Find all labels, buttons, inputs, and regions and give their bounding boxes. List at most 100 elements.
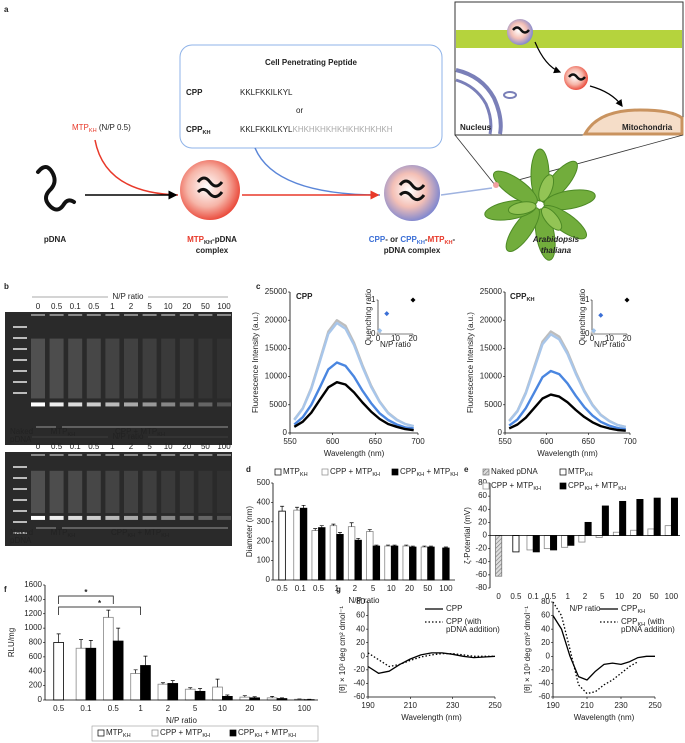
- x-tick-label: 1: [334, 584, 339, 593]
- y-tick-label: 200: [257, 536, 271, 545]
- x-axis-label: Wavelength (nm): [574, 713, 635, 722]
- line-series: [367, 652, 496, 674]
- error-bar: [270, 696, 275, 698]
- error-bar: [301, 504, 306, 509]
- y-tick-label: 20000: [265, 315, 288, 324]
- complex-dna: [196, 176, 224, 199]
- ladder-band: [13, 466, 27, 468]
- text-part: CPP: [621, 604, 637, 613]
- error-bar: [170, 680, 175, 684]
- inset-point: [384, 311, 390, 317]
- bar: [112, 640, 124, 701]
- significance-bracket: [58, 595, 114, 604]
- line-series: [293, 361, 414, 430]
- legend-label: MTPKH: [283, 467, 308, 478]
- y-tick-label: 400: [29, 666, 43, 675]
- x-tick-label: 250: [488, 701, 502, 710]
- label: CPP: [186, 88, 203, 97]
- text-part: CPP: [400, 235, 417, 244]
- x-axis-label: Wavelength (nm): [401, 713, 462, 722]
- panel-label: e: [464, 465, 469, 474]
- legend-swatch: [482, 482, 490, 490]
- y-tick-label: 1600: [24, 580, 42, 589]
- text-part: KH: [89, 128, 97, 134]
- label: N/P ratio: [113, 292, 145, 301]
- gel-band: [217, 402, 231, 407]
- error-bar: [443, 546, 448, 548]
- x-axis-label: N/P ratio: [570, 604, 602, 613]
- gel-well: [179, 454, 194, 456]
- x-tick-label: 230: [614, 701, 628, 710]
- y-tick-label: 100: [257, 556, 271, 565]
- text-part: KH: [618, 486, 626, 492]
- pdna-icon: [36, 165, 76, 212]
- ladder-band: [13, 337, 27, 339]
- inset-tick-label: 0: [585, 329, 590, 338]
- error-bar: [313, 528, 318, 531]
- text-part: KH: [67, 432, 75, 438]
- lane-label: 1: [110, 302, 115, 311]
- y-tick-label: 40: [356, 624, 365, 633]
- text-part: + MTP: [262, 728, 288, 737]
- nucleus-envelope: [455, 68, 503, 135]
- ladder-band: [13, 326, 27, 328]
- inset-point: [591, 328, 597, 334]
- bar: [354, 539, 362, 581]
- bar: [75, 647, 87, 701]
- blue-curve: [254, 147, 381, 196]
- x-tick-label: 100: [439, 584, 453, 593]
- gel-band: [217, 515, 231, 520]
- label: CPPKH: [186, 125, 211, 136]
- text-part: (with: [645, 617, 664, 626]
- bar: [561, 535, 569, 548]
- x-tick-label: 210: [404, 701, 418, 710]
- bar: [184, 688, 196, 701]
- gel-band: [86, 515, 101, 520]
- gel-smear: [49, 338, 64, 399]
- x-tick-label: 50: [273, 704, 282, 713]
- x-tick-label: 0.1: [528, 592, 540, 601]
- ladder-band: [13, 532, 27, 534]
- x-tick-label: 250: [648, 701, 662, 710]
- text-part: KHKHKHKHKHKHKHKHKH: [292, 125, 392, 134]
- bar: [311, 530, 319, 581]
- y-tick-label: 300: [257, 517, 271, 526]
- line-series: [552, 601, 639, 695]
- bar: [402, 545, 410, 581]
- panel-label: a: [4, 5, 9, 14]
- gel-smear: [161, 338, 176, 399]
- label: MTPKH (N/P 0.5): [72, 123, 131, 134]
- gel-well: [86, 454, 101, 456]
- text-part: -pDNA: [212, 235, 237, 244]
- label: pDNA: [10, 435, 32, 444]
- connector: [440, 187, 493, 196]
- text-part: MTP: [72, 123, 89, 132]
- gel-band: [68, 402, 83, 407]
- legend-label: CPPKH (with: [621, 617, 664, 628]
- error-bar: [428, 545, 433, 548]
- gel-band: [198, 402, 213, 407]
- gel-well: [217, 314, 231, 316]
- gel-smear: [198, 470, 213, 514]
- significance-star: *: [98, 599, 102, 608]
- lane-label: 5: [147, 302, 152, 311]
- x-tick-label: 50: [423, 584, 432, 593]
- y-tick-label: 80: [356, 597, 365, 606]
- bar: [409, 546, 417, 581]
- y-tick-label: 800: [29, 638, 43, 647]
- error-bar: [225, 694, 230, 697]
- gel-well: [142, 314, 157, 316]
- text-part: KH: [300, 472, 308, 478]
- gel-smear: [105, 338, 120, 399]
- bar: [299, 507, 308, 581]
- error-bar: [349, 522, 354, 527]
- x-tick-label: 100: [665, 592, 679, 601]
- bar: [384, 545, 392, 581]
- bar: [601, 505, 609, 536]
- y-tick-label: 0: [361, 651, 366, 660]
- bar: [567, 535, 575, 546]
- x-tick-label: 5: [193, 704, 198, 713]
- y-axis-label: RLU/mg: [7, 628, 16, 657]
- complex-icon: [507, 19, 533, 45]
- gel-smear: [49, 470, 64, 514]
